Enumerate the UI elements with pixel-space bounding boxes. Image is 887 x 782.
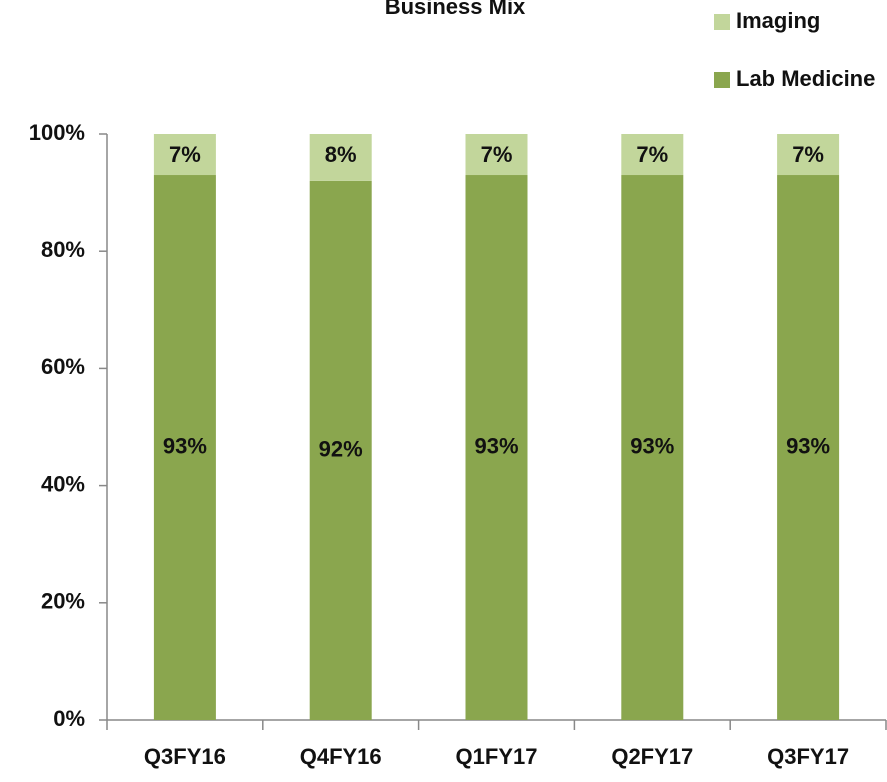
x-tick-label: Q1FY17 — [456, 744, 538, 769]
y-tick-label: 20% — [41, 589, 85, 614]
chart-title: Business Mix — [385, 0, 526, 19]
bar-segment — [777, 175, 840, 720]
bar-segment — [309, 134, 372, 181]
bar-segment — [465, 175, 528, 720]
data-label: 93% — [474, 433, 518, 458]
data-label: 7% — [481, 142, 513, 167]
bar-segment — [153, 134, 216, 176]
data-label: 7% — [169, 142, 201, 167]
bar-segment — [465, 134, 528, 176]
y-tick-label: 40% — [41, 471, 85, 496]
y-tick-label: 80% — [41, 237, 85, 262]
bar-segment — [777, 134, 840, 176]
data-label: 7% — [636, 142, 668, 167]
data-label: 92% — [319, 436, 363, 461]
y-tick-label: 60% — [41, 354, 85, 379]
legend-label: Lab Medicine — [736, 66, 875, 91]
bar-segment — [621, 134, 684, 176]
data-label: 7% — [792, 142, 824, 167]
y-tick-label: 100% — [29, 120, 85, 145]
data-label: 8% — [325, 142, 357, 167]
data-label: 93% — [786, 433, 830, 458]
bar-segment — [621, 175, 684, 720]
x-tick-label: Q3FY16 — [144, 744, 226, 769]
bar-segment — [309, 180, 372, 720]
x-tick-label: Q4FY16 — [300, 744, 382, 769]
x-tick-label: Q2FY17 — [611, 744, 693, 769]
bar-segment — [153, 175, 216, 720]
legend-swatch — [714, 72, 730, 88]
legend-swatch — [714, 14, 730, 30]
data-label: 93% — [630, 433, 674, 458]
legend-label: Imaging — [736, 8, 820, 33]
y-tick-label: 0% — [53, 706, 85, 731]
x-tick-label: Q3FY17 — [767, 744, 849, 769]
data-label: 93% — [163, 433, 207, 458]
